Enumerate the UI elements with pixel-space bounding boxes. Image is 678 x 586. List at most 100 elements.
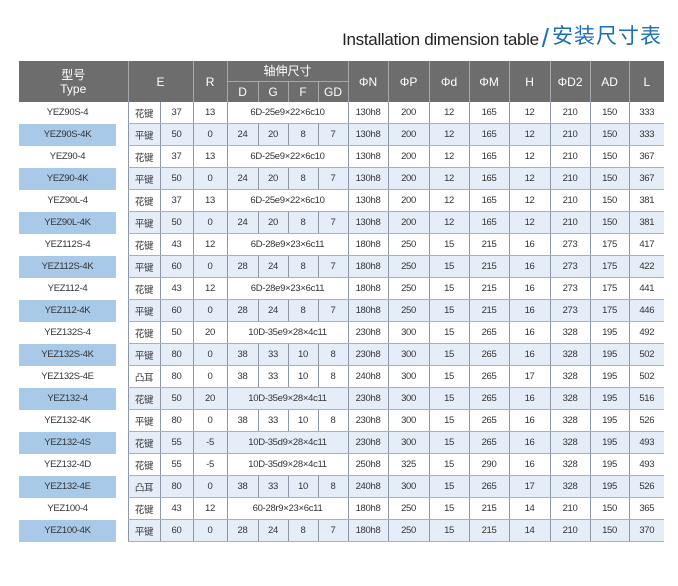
cell-spline-spec: 6D-28e9×23×6c11 [226,233,349,256]
cell-h: 17 [508,475,551,498]
cell-shaft-gd: 7 [317,519,349,542]
cell-n: 130h8 [347,102,389,124]
cell-n: 230h8 [347,343,389,366]
cell-e: 37 [159,145,194,168]
cell-type: YEZ132-4K [19,409,116,432]
cell-p: 250 [387,497,430,520]
cell-p: 200 [387,102,430,124]
cell-type: YEZ100-4 [19,497,116,520]
cell-e: 37 [159,102,194,124]
cell-gap [116,343,129,366]
header-r: R [192,61,228,102]
table-row: YEZ90L-4K 平键 50 0 24 20 8 7 130h8 200 12 165 12 210 15… [19,211,665,234]
cell-m: 265 [468,409,510,432]
cell-spline-spec: 10D-35d9×28×4c11 [226,453,349,476]
cell-d2: 273 [549,255,591,278]
cell-n: 130h8 [347,123,389,146]
cell-p: 250 [387,255,430,278]
cell-gap [116,365,129,388]
cell-key-type: 花键 [127,277,161,300]
cell-r: 12 [192,233,228,256]
table-row: YEZ112-4 花键 43 12 6D-28e9×23×6c11 180h8 250 15 2… [19,277,665,300]
cell-d2: 273 [549,233,591,256]
header-n: ΦN [347,61,389,102]
title-chinese: 安装尺寸表 [552,25,662,48]
cell-e: 37 [159,189,194,212]
cell-r: 0 [192,255,228,278]
cell-p: 250 [387,519,430,542]
cell-h: 12 [508,123,551,146]
cell-n: 130h8 [347,189,389,212]
cell-h: 16 [508,343,551,366]
cell-h: 16 [508,321,551,344]
cell-p: 300 [387,387,430,410]
cell-ad: 150 [589,123,630,146]
cell-h: 16 [508,431,551,454]
cell-shaft-d: 24 [226,123,259,146]
cell-spline-spec: 10D-35e9×28×4c11 [226,387,349,410]
cell-shaft-g: 24 [257,255,289,278]
cell-h: 16 [508,453,551,476]
cell-shaft-g: 20 [257,123,289,146]
cell-l: 516 [628,387,665,410]
table-row: YEZ100-4 花键 43 12 60-28r9×23×6c11 180h8 250 15 2… [19,497,665,520]
cell-m: 215 [468,299,510,322]
cell-e: 60 [159,519,194,542]
cell-type: YEZ132-4S [19,431,116,454]
cell-p: 200 [387,145,430,168]
cell-h: 12 [508,211,551,234]
cell-shaft-g: 33 [257,365,289,388]
cell-l: 526 [628,409,665,432]
cell-e: 80 [159,343,194,366]
cell-m: 165 [468,211,510,234]
header-e: E [127,61,194,102]
cell-l: 367 [628,167,665,190]
cell-p: 250 [387,299,430,322]
cell-gap [116,497,129,520]
cell-p: 300 [387,409,430,432]
cell-shaft-d: 38 [226,343,259,366]
table-row: YEZ132-4S 花键 55 -5 10D-35d9×28×4c11 230h8 300 1… [19,431,665,454]
cell-key-type: 花键 [127,145,161,168]
cell-r: 0 [192,519,228,542]
cell-key-type: 花键 [127,431,161,454]
table-row: YEZ132S-4K 平键 80 0 38 33 10 8 230h8 300 15 265 16 328… [19,343,665,366]
header-l: L [628,61,665,102]
table-row: YEZ90S-4K 平键 50 0 24 20 8 7 130h8 200 12 165 12 210 15… [19,123,665,146]
cell-l: 526 [628,475,665,498]
title-english: Installation dimension table [342,30,539,49]
cell-n: 180h8 [347,233,389,256]
cell-e: 50 [159,321,194,344]
cell-d: 15 [428,365,470,388]
cell-spline-spec: 60-28r9×23×6c11 [226,497,349,520]
table-row: YEZ112S-4 花键 43 12 6D-28e9×23×6c11 180h8 250 15… [19,233,665,256]
cell-gap [116,431,129,454]
cell-shaft-f: 10 [287,409,319,432]
cell-key-type: 平键 [127,343,161,366]
cell-d: 15 [428,431,470,454]
cell-key-type: 花键 [127,387,161,410]
cell-h: 12 [508,167,551,190]
cell-gap [116,255,129,278]
cell-ad: 195 [589,321,630,344]
cell-key-type: 平键 [127,299,161,322]
table-row: YEZ90L-4 花键 37 13 6D-25e9×22×6c10 130h8 200 12 1… [19,189,665,212]
cell-n: 130h8 [347,145,389,168]
cell-p: 300 [387,431,430,454]
cell-key-type: 平键 [127,211,161,234]
cell-h: 16 [508,387,551,410]
cell-r: 20 [192,387,228,410]
cell-ad: 150 [589,497,630,520]
cell-e: 50 [159,167,194,190]
cell-d2: 210 [549,497,591,520]
cell-shaft-g: 33 [257,409,289,432]
cell-e: 60 [159,299,194,322]
cell-m: 165 [468,123,510,146]
cell-ad: 175 [589,255,630,278]
cell-p: 325 [387,453,430,476]
table-row: YEZ100-4K 平键 60 0 28 24 8 7 180h8 250 15 215 14 210 15… [19,519,665,542]
cell-d: 15 [428,299,470,322]
cell-r: 0 [192,299,228,322]
cell-key-type: 花键 [127,497,161,520]
cell-r: -5 [192,453,228,476]
